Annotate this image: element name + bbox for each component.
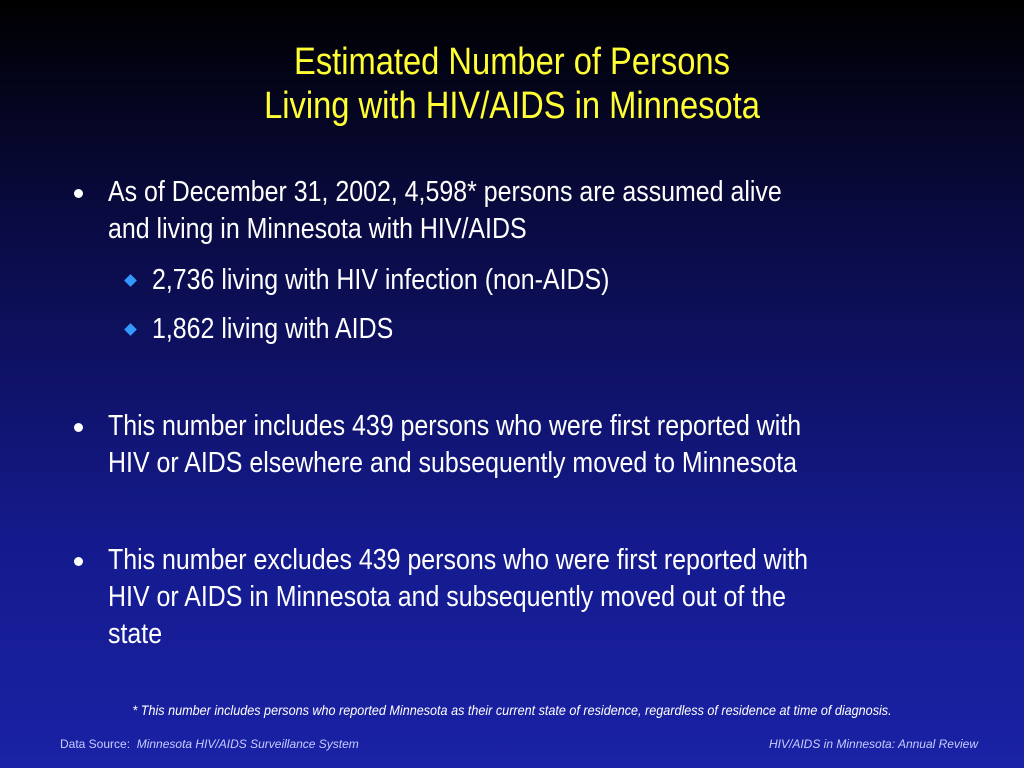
slide-title: Estimated Number of Persons Living with … <box>72 40 953 128</box>
diamond-bullet-icon <box>124 274 137 287</box>
bullet-2-line-2: HIV or AIDS elsewhere and subsequently m… <box>108 447 798 479</box>
sub-item-2-text: 1,862 living with AIDS <box>152 313 394 345</box>
sub-item-1-text: 2,736 living with HIV infection (non-AID… <box>152 264 610 296</box>
bullet-1-line-1: As of December 31, 2002, 4,598* persons … <box>108 176 782 208</box>
bullet-text-3: This number excludes 439 persons who wer… <box>108 542 1002 653</box>
annual-review-label: HIV/AIDS in Minnesota: Annual Review <box>769 737 978 751</box>
bullet-dot-icon <box>74 423 83 432</box>
bullet-text-1: As of December 31, 2002, 4,598* persons … <box>108 174 1002 248</box>
bullet-3-line-2: HIV or AIDS in Minnesota and subsequentl… <box>108 581 786 613</box>
bullet-dot-icon <box>74 189 83 198</box>
title-line-2: Living with HIV/AIDS in Minnesota <box>264 85 760 127</box>
bullet-3-line-3: state <box>108 618 163 650</box>
diamond-bullet-icon <box>124 323 137 336</box>
bullet-dot-icon <box>74 557 83 566</box>
bullet-text-2: This number includes 439 persons who wer… <box>108 408 1002 482</box>
data-source-value: Minnesota HIV/AIDS Surveillance System <box>136 737 359 751</box>
bullet-3-line-1: This number excludes 439 persons who wer… <box>108 544 809 576</box>
data-source-label: Data Source: <box>60 737 131 751</box>
title-line-1: Estimated Number of Persons <box>294 41 730 83</box>
footnote: * This number includes persons who repor… <box>132 702 892 718</box>
bullet-2-line-1: This number includes 439 persons who wer… <box>108 410 802 442</box>
bullet-1-line-2: and living in Minnesota with HIV/AIDS <box>108 213 527 245</box>
data-source: Data Source: Minnesota HIV/AIDS Surveill… <box>60 737 359 751</box>
